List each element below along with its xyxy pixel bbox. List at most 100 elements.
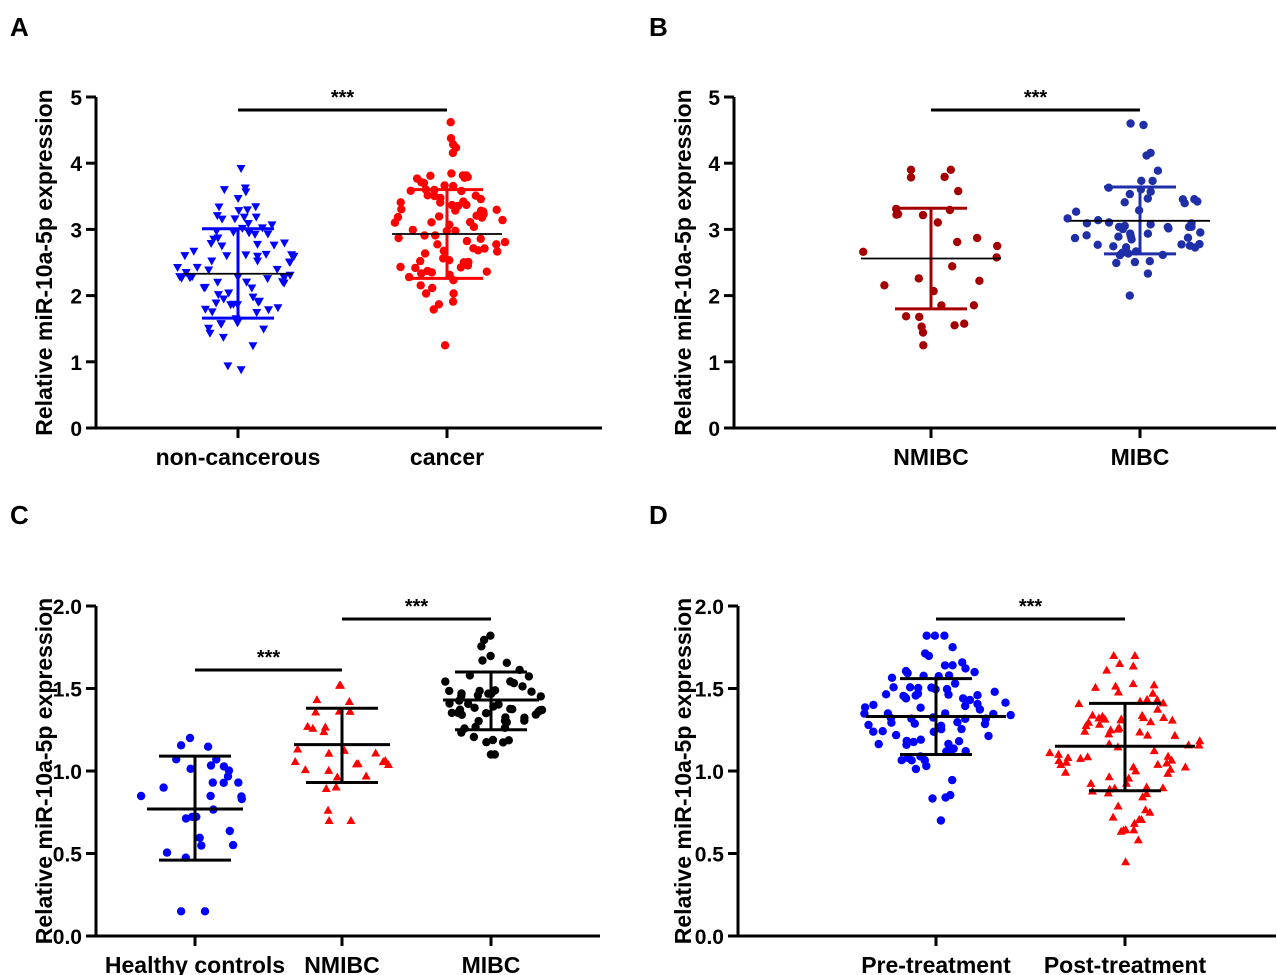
chart-svg-b: B 0 1 2 3 4 5 Relative miR-10a-5p expression NMI…	[649, 12, 1276, 470]
data-point	[346, 816, 356, 824]
data-point	[498, 738, 508, 747]
data-point	[203, 742, 213, 751]
data-point	[459, 197, 468, 206]
data-point	[917, 322, 926, 331]
data-point	[897, 756, 906, 765]
data-point	[1130, 257, 1140, 267]
data-point	[930, 631, 940, 640]
data-point	[946, 165, 955, 174]
data-point	[1109, 651, 1119, 659]
data-point	[1141, 805, 1151, 814]
data-point	[1103, 788, 1113, 797]
data-point	[478, 656, 487, 665]
significance-label: ***	[1019, 596, 1043, 618]
data-point	[488, 735, 498, 745]
data-point	[448, 297, 458, 306]
data-point	[419, 178, 429, 188]
data-point	[1070, 233, 1080, 243]
data-point	[248, 342, 258, 351]
data-point	[1061, 757, 1071, 766]
y-axis-title: Relative miR-10a-5p expression	[31, 89, 57, 435]
data-point	[1195, 736, 1205, 745]
data-point	[303, 721, 313, 730]
data-point	[1104, 218, 1114, 227]
data-point	[212, 212, 222, 221]
data-point	[887, 673, 897, 682]
data-point	[506, 677, 515, 686]
data-point	[901, 694, 911, 703]
y-tick-label: 2	[708, 286, 720, 309]
data-point	[223, 772, 233, 781]
data-point	[440, 181, 449, 190]
data-point	[462, 236, 472, 246]
data-point	[319, 727, 329, 736]
data-point	[230, 215, 240, 224]
data-point	[948, 262, 957, 271]
data-point	[1090, 682, 1100, 691]
data-point	[219, 778, 228, 787]
data-point	[1142, 789, 1152, 798]
data-point	[254, 297, 264, 306]
data-point	[1163, 751, 1173, 760]
data-point	[946, 790, 955, 800]
data-point	[397, 205, 406, 214]
data-point	[434, 300, 444, 309]
data-point	[427, 218, 436, 227]
data-point	[463, 172, 472, 182]
y-tick-label: 4	[708, 153, 720, 176]
chart-panel-b: B 0 1 2 3 4 5 Relative miR-10a-5p expression NMI…	[639, 0, 1277, 487]
data-point	[1142, 694, 1152, 703]
y-tick-label: 0.0	[53, 926, 82, 949]
data-point	[361, 771, 371, 780]
data-point	[1190, 195, 1199, 204]
y-tick-label: 0.5	[53, 844, 83, 867]
data-point	[1146, 187, 1155, 196]
data-point	[1142, 782, 1152, 791]
data-point	[860, 703, 870, 712]
data-point	[901, 666, 911, 676]
data-point	[345, 706, 355, 715]
series-points-b-0	[859, 165, 1002, 350]
data-point	[1148, 688, 1158, 697]
data-point	[217, 242, 227, 251]
data-point	[417, 269, 426, 278]
data-point	[1111, 681, 1121, 690]
data-point	[420, 249, 430, 258]
data-point	[323, 805, 333, 814]
panel-label-d: D	[649, 500, 668, 530]
data-point	[206, 791, 215, 801]
data-point	[993, 241, 1002, 251]
data-point	[958, 694, 968, 703]
series-points-d-1	[1045, 651, 1205, 866]
data-point	[874, 739, 883, 749]
data-point	[1006, 710, 1015, 720]
data-point	[492, 205, 501, 214]
data-point	[1113, 687, 1123, 696]
data-point	[426, 171, 435, 180]
data-point	[1076, 753, 1086, 762]
data-point	[937, 725, 946, 734]
panel-label-a: A	[10, 12, 29, 42]
data-point	[300, 765, 310, 774]
data-point	[469, 222, 479, 232]
data-point	[173, 264, 183, 273]
data-point	[486, 750, 496, 759]
series-points-d-0	[860, 631, 1015, 825]
data-point	[473, 246, 483, 255]
data-point	[219, 186, 229, 195]
data-point	[970, 667, 979, 677]
data-point	[1145, 807, 1155, 816]
data-point	[1180, 762, 1190, 771]
data-point	[324, 748, 334, 757]
data-point	[447, 708, 457, 718]
data-point	[933, 218, 942, 227]
data-point	[1149, 746, 1159, 755]
data-point	[383, 759, 393, 768]
data-point	[914, 274, 923, 283]
data-point	[973, 691, 982, 700]
data-point	[975, 705, 985, 714]
data-point	[476, 234, 485, 243]
data-point	[965, 695, 975, 705]
